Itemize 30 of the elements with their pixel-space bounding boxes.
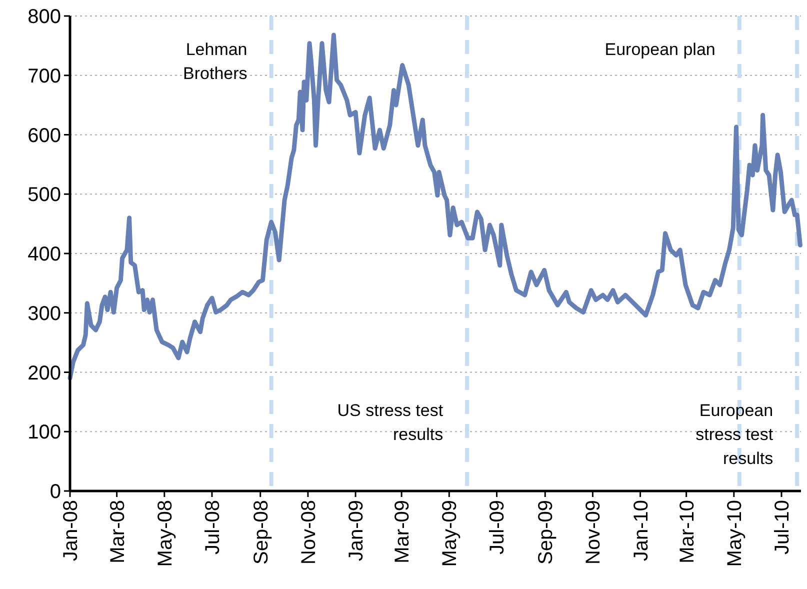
y-tick-label: 300 — [28, 302, 61, 325]
x-tick-label: Jan-10 — [630, 500, 652, 562]
y-tick-label: 700 — [28, 65, 61, 88]
x-tick-label: Jan-09 — [346, 500, 368, 562]
x-tick-label: Mar-10 — [676, 500, 698, 564]
y-tick-label: 500 — [28, 184, 61, 206]
y-tick-label: 100 — [28, 422, 61, 444]
x-tick-label: Jul-09 — [486, 500, 509, 554]
x-tick-label: Jul-08 — [202, 500, 224, 554]
y-tick-label: 400 — [28, 244, 61, 266]
ref-line-label: European stress test results — [696, 401, 774, 468]
ref-line-label: Lehman Brothers — [183, 40, 248, 83]
x-tick-label: Sep-09 — [535, 500, 558, 564]
x-tick-label: May-08 — [154, 500, 176, 567]
x-tick-label: Mar-08 — [106, 500, 129, 564]
y-tick-label: 0 — [50, 481, 61, 503]
x-tick-label: Nov-09 — [582, 500, 605, 564]
ref-line-label: European plan — [604, 40, 716, 59]
y-tick-label: 200 — [28, 362, 61, 384]
y-tick-label: 800 — [28, 6, 61, 28]
line-series — [68, 32, 802, 380]
x-tick-label: Sep-08 — [250, 500, 272, 564]
x-tick-label: Jul-10 — [771, 500, 794, 554]
ref-line-label: US stress test results — [337, 401, 444, 444]
x-tick-label: May-10 — [724, 500, 746, 567]
x-tick-label: Mar-09 — [392, 500, 414, 564]
x-tick-label: Nov-08 — [298, 500, 320, 564]
y-tick-label: 600 — [28, 124, 61, 147]
x-tick-label: Jan-08 — [60, 500, 82, 562]
x-tick-label: May-09 — [439, 500, 462, 567]
